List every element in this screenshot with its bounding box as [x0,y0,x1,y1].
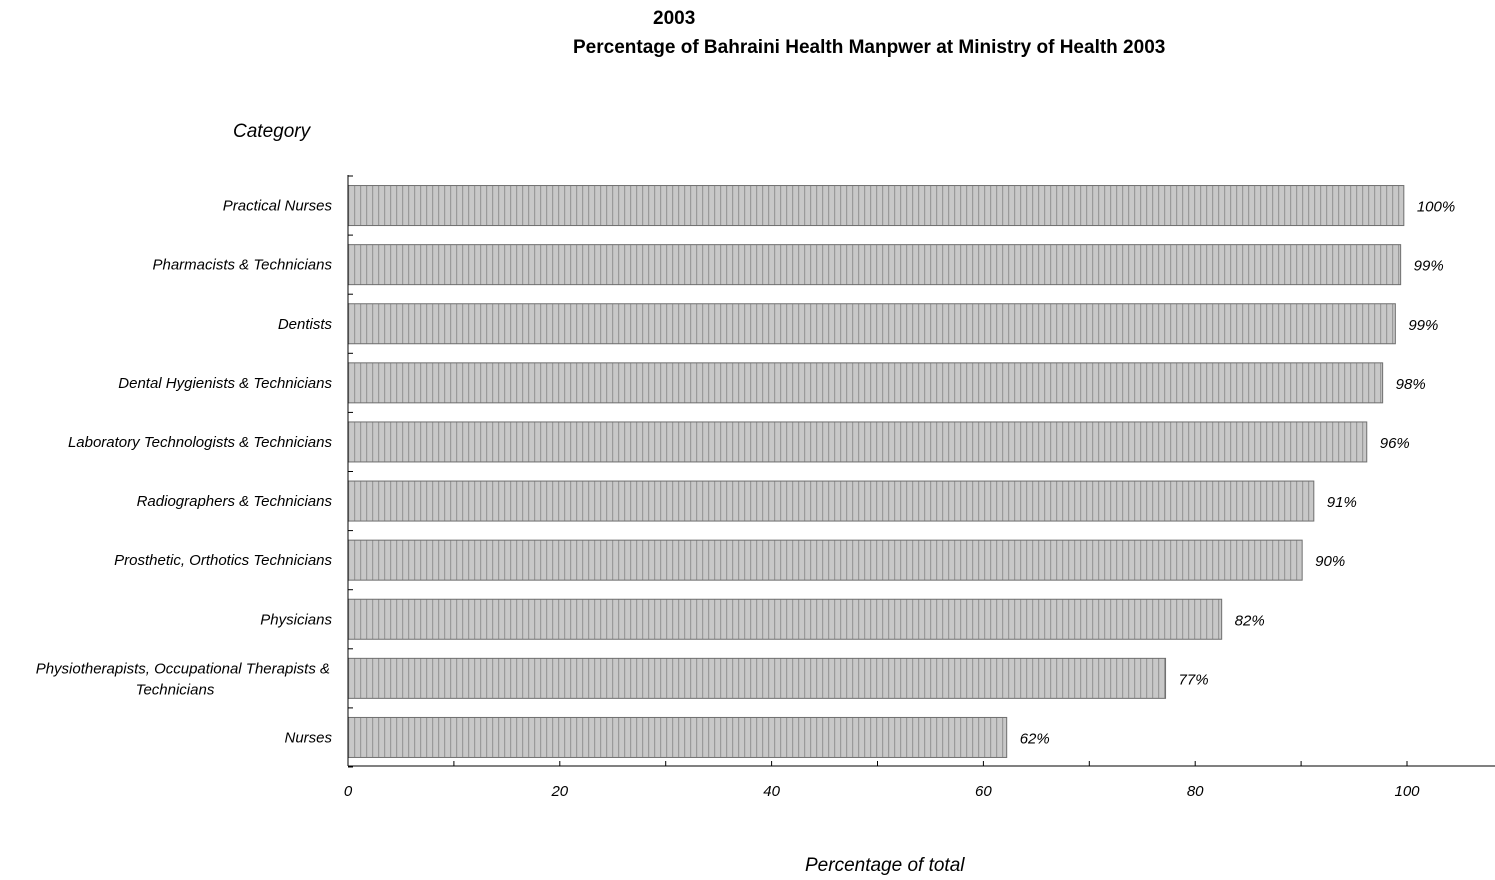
bar-value-label: 62% [1020,730,1050,747]
x-tick-label: 100 [1394,783,1420,800]
y-axis-title: Category [233,121,311,142]
bar [347,716,1008,758]
bar-value-label: 77% [1179,671,1209,688]
bar [347,303,1396,345]
bar [347,598,1223,640]
bar [347,657,1167,699]
bar [347,244,1402,286]
bar [347,362,1384,404]
bar [347,185,1405,227]
bars-group [347,185,1405,758]
category-label: Prosthetic, Orthotics Technicians [114,552,332,569]
category-label: Pharmacists & Technicians [152,257,332,274]
bar-value-label: 98% [1396,376,1426,393]
bar-value-label: 96% [1380,435,1410,452]
bar [347,539,1303,581]
x-tick-label: 0 [344,783,353,800]
bar-value-label: 100% [1417,199,1455,216]
bar [347,480,1315,522]
x-tick-label: 80 [1187,783,1204,800]
category-label: Dentists [278,316,333,333]
x-tick-label: 20 [550,783,568,800]
category-label: Practical Nurses [223,198,333,215]
bar-value-label: 91% [1327,494,1357,511]
category-label: Physiotherapists, Occupational Therapist… [36,660,330,677]
bar-value-label: 99% [1408,317,1438,334]
chart-year-label: 2003 [653,8,696,29]
chart-title: Percentage of Bahraini Health Manpwer at… [573,37,1166,58]
category-label: Dental Hygienists & Technicians [118,375,332,392]
x-tick-label: 60 [975,783,992,800]
axes-group: 0 20 40 60 80 100 100% Practical Nurses 99% Pharm… [36,175,1495,800]
category-label: Laboratory Technologists & Technicians [68,434,333,451]
bar [347,421,1368,463]
category-label: Nurses [284,729,332,746]
x-axis-title: Percentage of total [805,855,965,876]
bar-value-label: 82% [1235,612,1265,629]
bar-value-label: 99% [1414,258,1444,275]
bar-value-label: 90% [1315,553,1345,570]
category-label-continued: Technicians [136,681,215,698]
category-label: Physicians [260,611,332,628]
category-label: Radiographers & Technicians [137,493,333,510]
x-tick-label: 40 [763,783,780,800]
